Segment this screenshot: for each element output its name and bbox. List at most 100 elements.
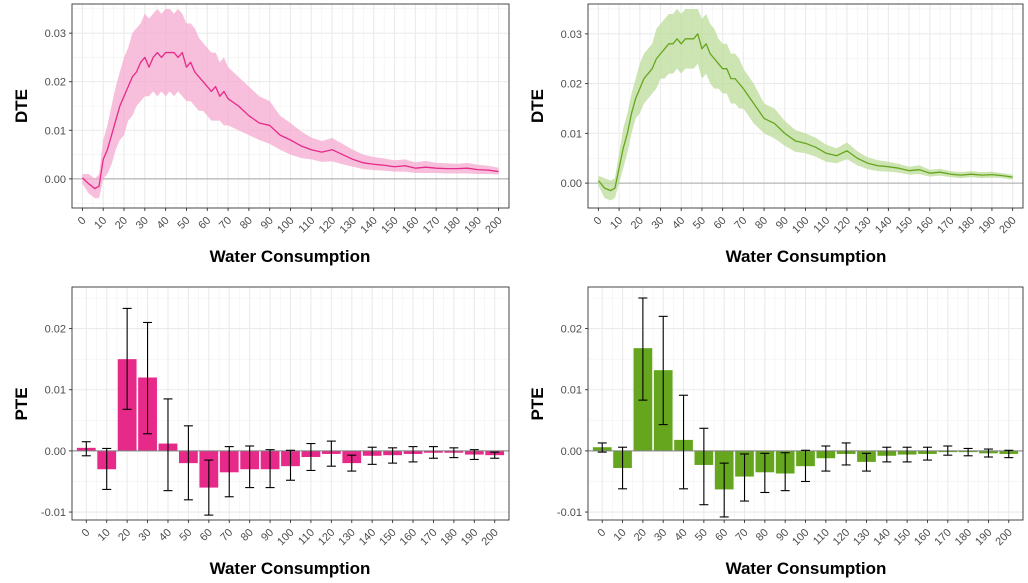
x-tick-label: 60 <box>198 527 215 544</box>
x-tick-label: 130 <box>852 215 873 236</box>
error-bar-50 <box>183 425 193 501</box>
y-axis: 0.00 0.01 0.02 0.03 <box>45 28 72 186</box>
y-tick-label: 0.02 <box>561 79 582 91</box>
x-tick-label: 130 <box>851 527 872 548</box>
x-tick-label: 0 <box>80 527 93 540</box>
error-bar-40 <box>679 394 689 490</box>
error-bar-20 <box>122 307 132 410</box>
y-tick-label: -0.01 <box>557 507 582 519</box>
x-tick-label: 70 <box>217 215 234 232</box>
error-bar-70 <box>740 453 750 502</box>
panel-dte_green: 0.00 0.01 0.02 0.03 0 10 20 30 40 50 60 70 80 90 100 11… <box>528 3 1024 266</box>
x-tick-label: 10 <box>92 215 109 232</box>
x-tick-label: 100 <box>275 527 296 548</box>
plot-area <box>72 8 509 199</box>
x-tick-label: 90 <box>259 527 276 544</box>
x-tick-label: 70 <box>733 527 750 544</box>
error-bar-90 <box>265 449 275 489</box>
x-tick-label: 150 <box>894 215 915 236</box>
x-tick-label: 190 <box>459 527 480 548</box>
x-tick-label: 160 <box>912 527 933 548</box>
x-tick-label: 110 <box>296 527 317 548</box>
error-bar-200 <box>1004 449 1014 459</box>
x-tick-label: 60 <box>712 215 729 232</box>
error-bar-140 <box>367 446 377 465</box>
x-tick-label: 50 <box>175 215 192 232</box>
x-tick-label: 20 <box>629 215 646 232</box>
x-tick-label: 180 <box>442 215 463 236</box>
error-bar-150 <box>902 446 912 463</box>
x-axis-title: Water Consumption <box>726 247 887 266</box>
error-bar-80 <box>245 445 255 489</box>
x-tick-label: 170 <box>418 527 439 548</box>
x-tick-label: 200 <box>479 527 500 548</box>
error-bar-70 <box>224 446 234 498</box>
gridlines <box>72 287 509 520</box>
plot-area <box>588 297 1023 518</box>
error-bar-120 <box>841 442 851 466</box>
y-tick-label: 0.02 <box>45 324 66 336</box>
x-tick-label: 140 <box>358 215 379 236</box>
confidence-band <box>598 8 1013 201</box>
error-bar-200 <box>490 451 500 459</box>
x-tick-label: 140 <box>357 527 378 548</box>
x-tick-label: 140 <box>871 527 892 548</box>
y-tick-label: 0.03 <box>561 29 582 41</box>
x-tick-label: 60 <box>713 527 730 544</box>
x-tick-label: 110 <box>811 215 832 236</box>
dte-line <box>81 51 499 190</box>
panel-dte_pink: 0.00 0.01 0.02 0.03 0 10 20 30 40 50 60 70 80 90 100 11… <box>12 3 510 266</box>
error-bar-20 <box>638 297 648 401</box>
error-bar-100 <box>801 449 810 483</box>
x-tick-label: 50 <box>177 527 194 544</box>
x-tick-label: 80 <box>239 527 256 544</box>
error-bar-190 <box>469 449 479 461</box>
x-tick-label: 80 <box>754 527 771 544</box>
y-tick-label: 0.02 <box>561 324 582 336</box>
x-tick-label: 70 <box>218 527 235 544</box>
y-tick-label: 0.01 <box>45 125 66 137</box>
x-tick-label: 160 <box>914 215 935 236</box>
x-tick-label: 90 <box>774 215 791 232</box>
confidence-band <box>82 8 499 199</box>
x-tick-label: 30 <box>134 215 151 232</box>
y-axis-title: DTE <box>12 89 31 123</box>
x-tick-label: 100 <box>790 527 811 548</box>
error-bar-40 <box>163 398 173 492</box>
x-tick-label: 130 <box>336 527 357 548</box>
error-bar-190 <box>983 448 993 458</box>
x-tick-label: 40 <box>157 527 174 544</box>
error-bar-110 <box>821 445 831 472</box>
x-axis-title: Water Consumption <box>210 559 371 578</box>
x-tick-label: 80 <box>238 215 255 232</box>
x-tick-label: 200 <box>993 527 1014 548</box>
x-tick-label: 150 <box>892 527 913 548</box>
x-tick-label: 40 <box>155 215 172 232</box>
x-tick-label: 160 <box>398 527 419 548</box>
y-tick-label: 0.00 <box>45 446 66 458</box>
x-tick-label: 180 <box>439 527 460 548</box>
x-axis-title: Water Consumption <box>210 247 371 266</box>
x-tick-label: 90 <box>774 527 791 544</box>
dte-line <box>597 33 1013 192</box>
x-tick-label: 30 <box>649 215 666 232</box>
x-tick-label: 20 <box>632 527 649 544</box>
x-tick-label: 140 <box>873 215 894 236</box>
error-bar-30 <box>143 321 153 435</box>
x-tick-label: 20 <box>113 215 130 232</box>
x-tick-label: 40 <box>673 527 690 544</box>
plot-area <box>588 8 1023 201</box>
plot-area <box>72 307 509 516</box>
error-bar-130 <box>861 452 871 472</box>
x-tick-label: 180 <box>956 215 977 236</box>
x-tick-label: 20 <box>116 527 133 544</box>
x-tick-label: 180 <box>953 527 974 548</box>
y-axis: 0.00 0.01 0.02 0.03 <box>561 29 588 190</box>
x-tick-label: 170 <box>421 215 442 236</box>
error-bar-130 <box>347 454 357 472</box>
error-bar-170 <box>428 446 438 459</box>
